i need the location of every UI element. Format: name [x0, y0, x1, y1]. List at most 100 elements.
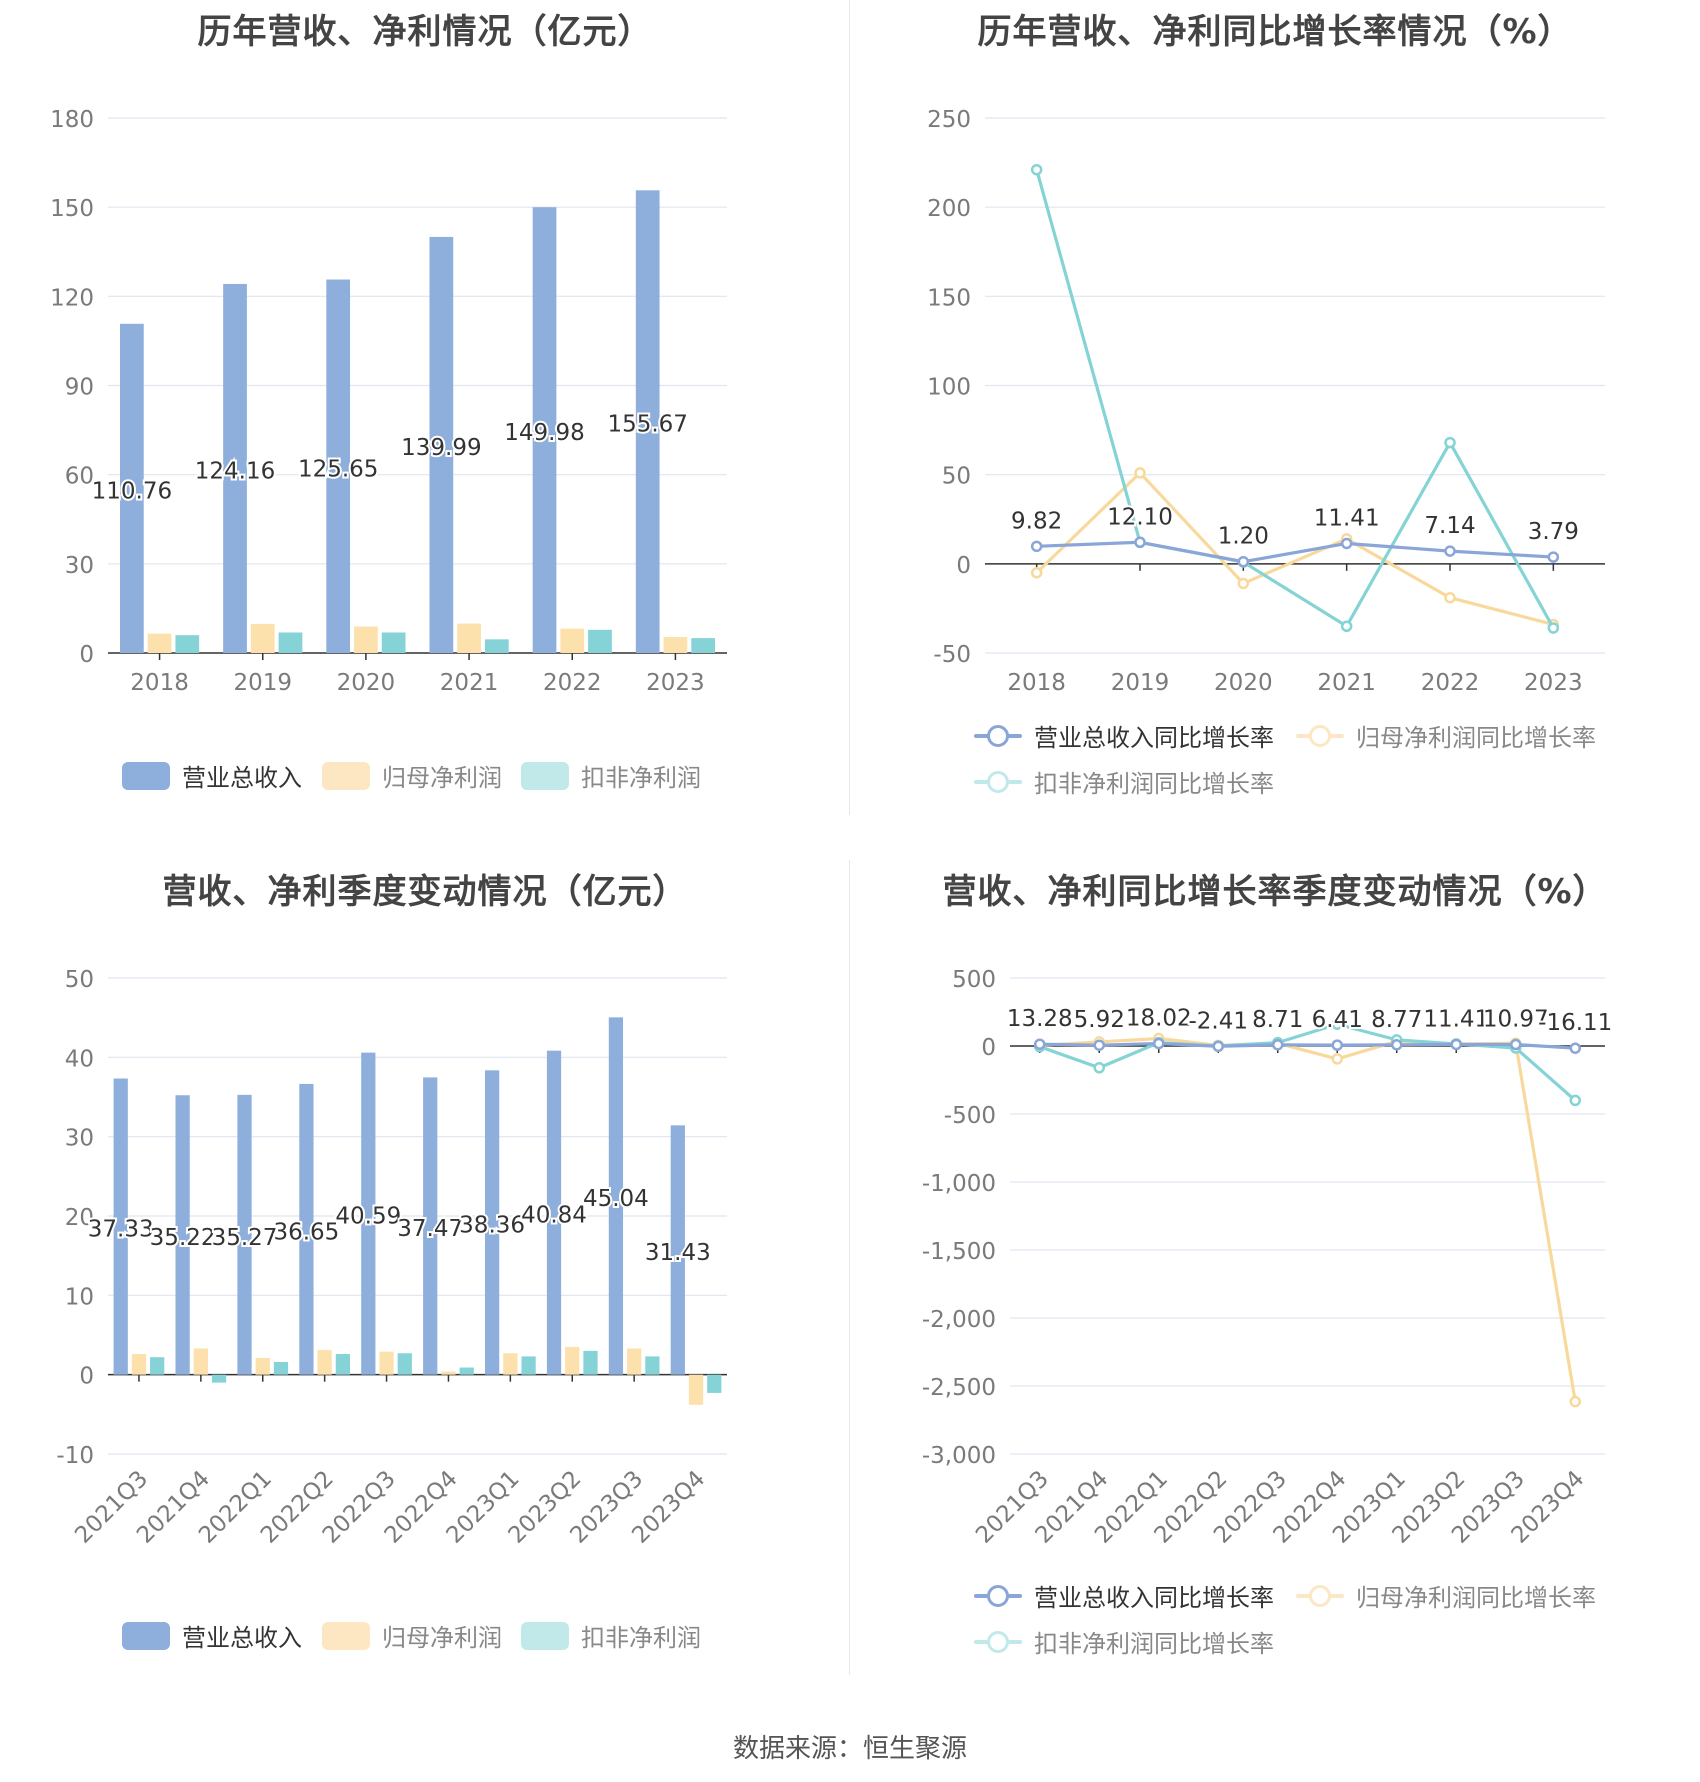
legend-item-net-profit-growth[interactable]: 归母净利润同比增长率: [1296, 718, 1596, 753]
y-tick-label: -2,000: [922, 1307, 996, 1333]
data-point: [1569, 1395, 1581, 1408]
data-label: 11.41: [1423, 1006, 1489, 1032]
data-point: [1093, 1062, 1105, 1074]
bar: [175, 635, 200, 653]
data-point: [1331, 1053, 1343, 1065]
legend-item-revenue[interactable]: 营业总收入: [122, 758, 302, 793]
bar: [361, 1052, 376, 1375]
legend-item-deducted-profit-growth[interactable]: 扣非净利润同比增长率: [974, 1624, 1274, 1659]
legend-swatch: [521, 761, 569, 790]
bar: [278, 632, 303, 653]
chart-title: 历年营收、净利同比增长率情况（%）: [977, 12, 1573, 52]
panel-divider: [849, 860, 850, 1675]
data-point: [1030, 540, 1043, 553]
legend-item-deducted-profit-growth[interactable]: 扣非净利润同比增长率: [974, 764, 1274, 799]
chart-annual-revenue-profit: 0 30 60 90 120 150 180 2018 2019 2020 2021 2022 2023…: [50, 107, 727, 696]
bar: [150, 1357, 165, 1375]
legend-label: 归母净利润同比增长率: [1356, 1584, 1596, 1612]
legend-label: 扣非净利润: [581, 764, 701, 792]
legend-swatch: [322, 761, 370, 790]
legend-item-revenue[interactable]: 营业总收入: [122, 1618, 302, 1653]
legend-item-net-profit[interactable]: 归母净利润: [322, 1618, 502, 1653]
legend-label: 归母净利润: [382, 764, 502, 792]
data-label: 45.04: [583, 1186, 649, 1212]
y-tick-label: 0: [956, 553, 971, 579]
legend-label: 归母净利润同比增长率: [1356, 724, 1596, 752]
legend-label: 营业总收入同比增长率: [1034, 724, 1274, 752]
bar: [175, 1095, 190, 1375]
bar: [317, 1350, 332, 1375]
legend-line-marker: [974, 1582, 1022, 1610]
y-tick-label: 10: [65, 1284, 94, 1310]
y-tick-label: 40: [65, 1046, 94, 1072]
data-label: 149.98: [504, 420, 584, 446]
x-tick-label: 2019: [1111, 670, 1170, 696]
bar: [193, 1348, 208, 1375]
data-point: [1331, 1018, 1343, 1030]
data-label: 110.76: [92, 478, 172, 504]
legend-item-revenue-growth[interactable]: 营业总收入同比增长率: [974, 1578, 1274, 1613]
y-tick-label: 20: [65, 1205, 94, 1231]
bar: [670, 1125, 685, 1375]
chart-panel-annual-revenue-profit: 历年营收、净利情况（亿元） 0 30 60 90 120 150 180 2018 2019 20…: [0, 0, 850, 860]
data-label: 38.36: [459, 1213, 525, 1239]
legend-swatch: [122, 761, 170, 790]
data-point: [1237, 555, 1250, 568]
data-point: [1153, 1037, 1165, 1050]
data-point: [1272, 1039, 1284, 1051]
data-point: [1134, 536, 1146, 549]
legend-item-net-profit[interactable]: 归母净利润: [322, 758, 502, 793]
legend-item-deducted-profit[interactable]: 扣非净利润: [521, 758, 701, 793]
bar: [354, 626, 378, 653]
data-point: [1093, 1039, 1105, 1051]
data-point: [1569, 1094, 1581, 1107]
data-point: [1034, 1038, 1046, 1050]
series-line: [1039, 1041, 1576, 1050]
bar: [583, 1350, 598, 1375]
legend-label: 扣非净利润: [581, 1624, 701, 1652]
data-label: 35.22: [150, 1225, 216, 1251]
x-tick-label: 2018: [130, 670, 189, 696]
data-point: [1331, 1039, 1343, 1051]
data-point: [1510, 1038, 1522, 1051]
bar: [273, 1361, 289, 1375]
chart-panel-annual-growth: 历年营收、净利同比增长率情况（%） -50 0 50 100 150 200 250 2018…: [850, 0, 1700, 860]
data-point: [1030, 163, 1043, 176]
data-point: [1391, 1039, 1403, 1051]
bar: [429, 236, 454, 653]
bar: [521, 1356, 536, 1375]
legend-item-revenue-growth[interactable]: 营业总收入同比增长率: [974, 718, 1274, 753]
legend-line-marker: [974, 722, 1022, 750]
legend-label: 营业总收入: [182, 1624, 302, 1652]
bar: [484, 639, 509, 653]
y-tick-label: -50: [933, 642, 971, 668]
legend-item-net-profit-growth[interactable]: 归母净利润同比增长率: [1296, 1578, 1596, 1613]
x-tick-label: 2019: [233, 670, 292, 696]
x-tick-label: 2023: [1524, 670, 1583, 696]
data-label: 40.84: [521, 1203, 587, 1229]
y-tick-label: 0: [79, 642, 94, 668]
bar: [565, 1346, 580, 1375]
chart-title: 历年营收、净利情况（亿元）: [197, 12, 653, 52]
legend-label: 营业总收入同比增长率: [1034, 1584, 1274, 1612]
y-tick-label: 50: [65, 967, 94, 993]
y-tick-label: 90: [65, 375, 94, 401]
series-line: [1035, 471, 1554, 627]
chart-title: 营收、净利同比增长率季度变动情况（%）: [942, 872, 1608, 912]
data-label: 31.43: [645, 1240, 711, 1266]
bar: [119, 323, 144, 653]
data-point: [1569, 1042, 1581, 1054]
chart-panel-quarterly-revenue-profit: 营收、净利季度变动情况（亿元） -10 0 10 20 30 40 50 2021Q3 2021…: [0, 860, 850, 1720]
x-tick-label: 2020: [337, 670, 396, 696]
legend-item-deducted-profit[interactable]: 扣非净利润: [521, 1618, 701, 1653]
data-label: 5.92: [1074, 1007, 1125, 1033]
data-point: [1340, 537, 1353, 550]
legend-label: 扣非净利润同比增长率: [1034, 770, 1274, 798]
series-line: [1039, 1022, 1577, 1102]
data-label: -16.11: [1538, 1010, 1612, 1036]
bar: [663, 636, 688, 653]
data-point: [1212, 1040, 1224, 1053]
panel-divider: [849, 0, 850, 815]
y-tick-label: 50: [942, 464, 971, 490]
bar: [546, 1050, 562, 1375]
